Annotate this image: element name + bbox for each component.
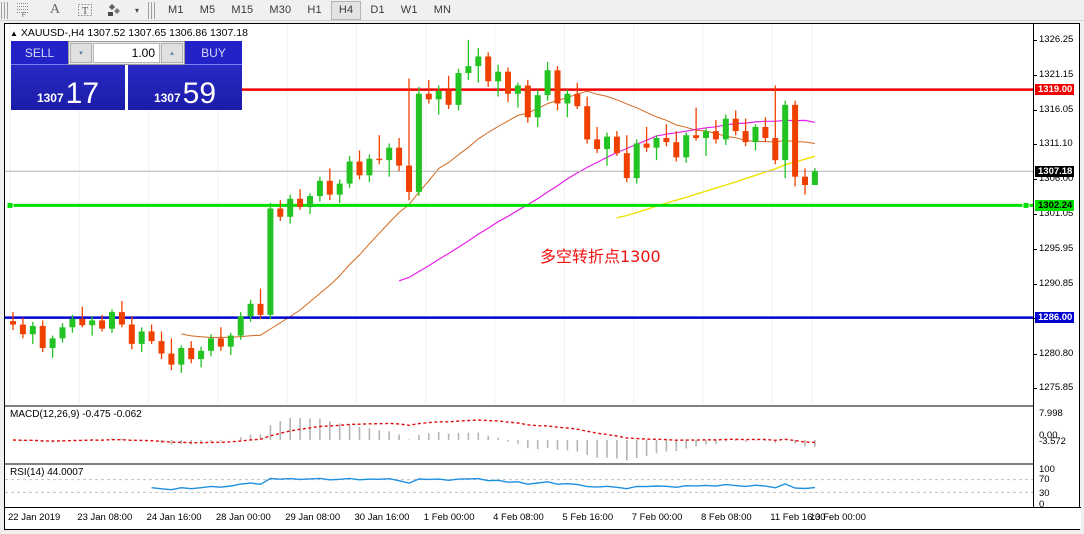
macd-title: MACD(12,26,9) -0.475 -0.062: [10, 409, 142, 420]
price-axis-tick: [1034, 110, 1037, 112]
main-toolbar: F A T ▾ M1 M5 M15 M30 H1 H4 D1 W1 MN: [0, 0, 1084, 21]
timeframe-d1[interactable]: D1: [370, 4, 385, 16]
price-axis-tick: [1034, 387, 1037, 389]
timeframe-mn[interactable]: MN: [433, 4, 452, 16]
price-axis-tick: [1034, 179, 1037, 181]
buy-price-minor: 59: [182, 77, 217, 110]
time-axis-label: 28 Jan 00:00: [215, 512, 271, 523]
chart-annotation-text[interactable]: 多空转折点1300: [540, 247, 661, 266]
timeframe-h4[interactable]: H4: [330, 0, 362, 20]
rsi-scale-label: 0: [1039, 499, 1045, 510]
timeframe-m15[interactable]: M15: [231, 4, 254, 16]
price-axis-label: 1321.15: [1039, 68, 1074, 80]
price-axis[interactable]: 1326.25 1321.15 1316.05 1311.10 1306.00 1301.…: [1033, 24, 1079, 510]
time-axis-label: 13 Feb 00:00: [809, 512, 866, 523]
macd-scale-label: 7.998: [1039, 408, 1063, 419]
price-axis-label: 1326.25: [1039, 33, 1074, 45]
volume-decrement-button[interactable]: ▾: [70, 43, 92, 63]
time-axis-label: 5 Feb 16:00: [562, 512, 614, 523]
timeframe-h1[interactable]: H1: [307, 4, 322, 16]
rsi-title: RSI(14) 44.0007: [10, 467, 84, 478]
time-axis-label: 8 Feb 08:00: [701, 512, 752, 523]
price-axis-tick: [1034, 284, 1037, 286]
buy-price-major: 1307: [153, 91, 181, 105]
symbol-ohlc-text: XAUUSD-,H4 1307.52 1307.65 1306.86 1307.…: [20, 27, 248, 39]
price-axis-label: 1316.05: [1039, 104, 1074, 116]
price-axis-tick: [1034, 144, 1037, 146]
volume-stepper[interactable]: ▾ 1.00 ▴: [68, 41, 185, 65]
sell-price-minor: 17: [65, 77, 100, 110]
timeframe-group: M1 M5 M15 M30 H1 H4 D1 W1 MN: [161, 0, 458, 20]
buy-price-display[interactable]: 1307 59: [128, 65, 242, 110]
price-axis-tick: [1034, 213, 1037, 215]
toolbar-drag-grip[interactable]: [1, 1, 8, 19]
collapse-triangle-icon[interactable]: ▲: [10, 29, 18, 38]
time-axis-label: 1 Feb 00:00: [423, 512, 475, 523]
price-axis-chip-1302-24[interactable]: 1302.24: [1035, 199, 1075, 211]
timeframe-m1[interactable]: M1: [168, 4, 184, 16]
timeframe-w1[interactable]: W1: [400, 4, 418, 16]
svg-text:T: T: [82, 6, 88, 17]
price-axis-label: 1295.95: [1039, 242, 1074, 254]
rsi-scale-label: 30: [1039, 488, 1050, 499]
price-axis-label: 1280.80: [1039, 347, 1074, 359]
time-axis-label: 22 Jan 2019: [8, 512, 61, 523]
price-axis-chip-1307-18[interactable]: 1307.18: [1035, 165, 1075, 177]
sell-price-major: 1307: [36, 91, 64, 105]
timeframe-m30[interactable]: M30: [269, 4, 292, 16]
dropdown-arrow-icon[interactable]: ▾: [134, 5, 139, 15]
one-click-trading-panel[interactable]: SELL ▾ 1.00 ▴ BUY 1307 17 1307 59: [11, 41, 242, 110]
time-axis-label: 23 Jan 08:00: [77, 512, 133, 523]
volume-increment-button[interactable]: ▴: [161, 43, 183, 63]
time-axis-label: 30 Jan 16:00: [354, 512, 410, 523]
chart-window[interactable]: 1326.25 1321.15 1316.05 1311.10 1306.00 1301.…: [4, 23, 1081, 530]
macd-scale-label: -3.572: [1039, 436, 1066, 447]
price-plot-canvas: [5, 24, 1033, 493]
price-axis-label: 1275.85: [1039, 381, 1074, 393]
price-axis-label: 1311.10: [1039, 138, 1073, 150]
objects-icon[interactable]: [100, 1, 130, 20]
time-axis-label: 11 Feb 16:00: [770, 512, 826, 523]
price-axis-tick: [1034, 74, 1037, 76]
time-axis[interactable]: 22 Jan 2019 23 Jan 08:00 24 Jan 16:00 28 Ja…: [5, 507, 1081, 529]
price-axis-label: 1301.05: [1039, 207, 1074, 219]
timeframe-drag-grip[interactable]: [148, 1, 155, 19]
sell-price-display[interactable]: 1307 17: [11, 65, 125, 110]
timeframe-m5[interactable]: M5: [199, 4, 216, 16]
price-axis-label: 1306.00: [1039, 173, 1074, 185]
price-axis-chip-1286-00[interactable]: 1286.00: [1035, 312, 1075, 324]
buy-button[interactable]: BUY: [185, 41, 242, 65]
oct-header-row: SELL ▾ 1.00 ▴ BUY: [11, 41, 242, 65]
price-axis-tick: [1034, 248, 1037, 250]
time-axis-label: 4 Feb 08:00: [493, 512, 544, 523]
macd-scale-label: 0.00: [1039, 430, 1058, 441]
text-label-icon[interactable]: T: [70, 1, 100, 20]
price-axis-chip-1319-00[interactable]: 1319.00: [1035, 84, 1075, 96]
price-axis-tick: [1034, 353, 1037, 355]
text-a-icon[interactable]: A: [49, 2, 61, 17]
volume-input[interactable]: 1.00: [93, 43, 160, 63]
rsi-scale-label: 100: [1039, 464, 1055, 475]
time-axis-label: 29 Jan 08:00: [285, 512, 341, 523]
price-plot[interactable]: [5, 24, 1033, 508]
time-axis-label: 24 Jan 16:00: [146, 512, 202, 523]
symbol-ohlc-line: ▲ XAUUSD-,H4 1307.52 1307.65 1306.86 130…: [10, 27, 248, 39]
svg-text:F: F: [22, 13, 26, 18]
crosshair-f-icon[interactable]: F: [10, 1, 40, 20]
sell-button[interactable]: SELL: [11, 41, 68, 65]
price-axis-tick: [1034, 39, 1037, 41]
rsi-scale-label: 70: [1039, 474, 1050, 485]
price-axis-label: 1290.85: [1039, 278, 1074, 290]
time-axis-label: 7 Feb 00:00: [631, 512, 683, 523]
oct-price-row: 1307 17 1307 59: [11, 65, 242, 110]
